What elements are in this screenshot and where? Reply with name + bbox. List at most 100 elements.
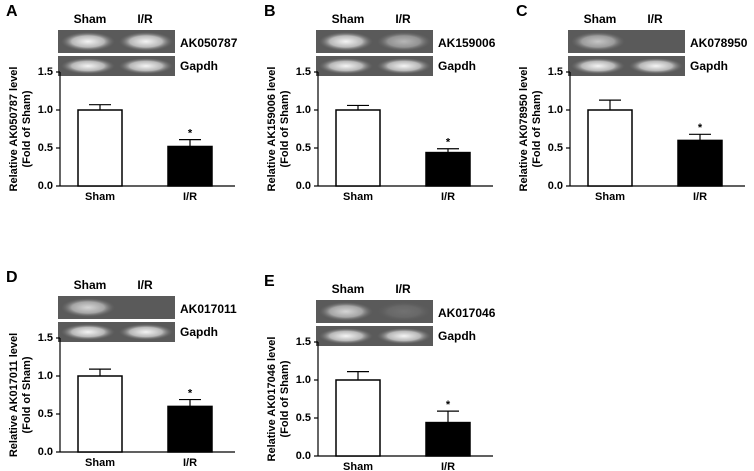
significance-mark: *	[188, 128, 193, 140]
gel-band	[119, 58, 173, 74]
bar	[335, 379, 381, 457]
y-tick-label: 0.0	[548, 180, 563, 192]
bar	[167, 405, 213, 453]
y-tick-label: 0.0	[38, 446, 53, 458]
gel-band	[319, 32, 373, 51]
gel-band	[119, 324, 173, 340]
gel-lane-label: Sham	[332, 12, 365, 26]
y-tick-label: 0.5	[38, 142, 53, 154]
y-tick-label: 1.5	[38, 332, 53, 344]
gene-label: AK078950	[690, 36, 748, 50]
bar	[587, 109, 633, 187]
y-axis-label: (Fold of Sham)	[21, 90, 33, 167]
y-tick-label: 1.0	[296, 374, 311, 386]
gel-band	[629, 58, 683, 74]
gel-band	[571, 32, 625, 51]
panel: E Sham I/R AK017046 Gapdh Relative AK017046 l…	[264, 273, 496, 471]
y-axis-label: Relative AK159006 level	[266, 67, 278, 192]
gel-lane-label: Sham	[584, 12, 617, 26]
significance-mark: *	[188, 387, 193, 399]
y-tick-label: 0.0	[38, 180, 53, 192]
control-gene-label: Gapdh	[690, 59, 728, 73]
gel-band	[61, 58, 115, 74]
y-axis-label: (Fold of Sham)	[279, 90, 291, 167]
gel-band	[119, 32, 173, 51]
bar	[425, 151, 471, 187]
y-tick-label: 1.0	[38, 370, 53, 382]
panel-label: C	[516, 3, 528, 20]
x-tick-label: I/R	[183, 457, 197, 469]
bar	[77, 109, 123, 187]
gel-lane-label: I/R	[647, 12, 663, 26]
y-axis-label: (Fold of Sham)	[531, 90, 543, 167]
x-tick-label: Sham	[85, 191, 115, 203]
control-gene-label: Gapdh	[180, 325, 218, 339]
y-axis-label: Relative AK078950 level	[518, 67, 530, 192]
gene-label: AK017046	[438, 306, 496, 320]
y-tick-label: 1.0	[38, 104, 53, 116]
bar	[167, 145, 213, 187]
gel-band	[377, 32, 431, 51]
gene-label: AK017011	[180, 302, 237, 316]
panel-label: B	[264, 3, 276, 20]
gel-band	[377, 302, 431, 321]
gene-label: AK159006	[438, 36, 496, 50]
y-tick-label: 1.5	[296, 66, 311, 78]
x-tick-label: I/R	[441, 191, 455, 203]
y-tick-label: 1.0	[296, 104, 311, 116]
gel-band	[61, 324, 115, 340]
bar	[677, 139, 723, 187]
y-axis-label: (Fold of Sham)	[21, 356, 33, 433]
y-tick-label: 1.5	[296, 336, 311, 348]
panel-label: D	[6, 269, 18, 286]
y-tick-label: 0.0	[296, 180, 311, 192]
panel: D Sham I/R AK017011 Gapdh Relative AK017011 l…	[6, 269, 237, 469]
x-tick-label: Sham	[595, 191, 625, 203]
y-tick-label: 1.5	[38, 66, 53, 78]
y-axis-label: (Fold of Sham)	[279, 360, 291, 437]
gel-lane-label: I/R	[395, 282, 411, 296]
gel-lane-label: Sham	[74, 278, 107, 292]
gene-label: AK050787	[180, 36, 238, 50]
gel-band	[377, 328, 431, 344]
x-tick-label: I/R	[441, 461, 455, 471]
bar	[425, 421, 471, 457]
significance-mark: *	[698, 122, 703, 134]
bar	[77, 375, 123, 453]
gel-band	[61, 298, 115, 317]
y-tick-label: 0.5	[548, 142, 563, 154]
gel-band	[571, 58, 625, 74]
panel-label: A	[6, 3, 18, 20]
gel-lane-label: Sham	[74, 12, 107, 26]
significance-mark: *	[446, 399, 451, 411]
y-tick-label: 0.5	[296, 412, 311, 424]
y-axis-label: Relative AK017011 level	[8, 333, 20, 457]
y-tick-label: 0.5	[38, 408, 53, 420]
x-tick-label: Sham	[85, 457, 115, 469]
gel-band	[61, 32, 115, 51]
gel-band	[319, 328, 373, 344]
panel: C Sham I/R AK078950 Gapdh Relative AK078950 l…	[516, 3, 748, 203]
panel-label: E	[264, 273, 275, 290]
y-tick-label: 1.0	[548, 104, 563, 116]
gel-band	[319, 302, 373, 321]
y-axis-label: Relative AK050787 level	[8, 67, 20, 192]
y-tick-label: 0.0	[296, 450, 311, 462]
y-tick-label: 1.5	[548, 66, 563, 78]
gel-lane-label: I/R	[137, 12, 153, 26]
gel-band	[377, 58, 431, 74]
x-tick-label: Sham	[343, 191, 373, 203]
x-tick-label: Sham	[343, 461, 373, 471]
gel-lane-label: I/R	[395, 12, 411, 26]
y-axis-label: Relative AK017046 level	[266, 337, 278, 462]
control-gene-label: Gapdh	[438, 59, 476, 73]
gel-lane-label: Sham	[332, 282, 365, 296]
y-tick-label: 0.5	[296, 142, 311, 154]
control-gene-label: Gapdh	[438, 329, 476, 343]
control-gene-label: Gapdh	[180, 59, 218, 73]
panel: A Sham I/R AK050787 Gapdh Relative AK050787 l…	[6, 3, 238, 203]
x-tick-label: I/R	[693, 191, 707, 203]
bar	[335, 109, 381, 187]
gel-lane-label: I/R	[137, 278, 153, 292]
